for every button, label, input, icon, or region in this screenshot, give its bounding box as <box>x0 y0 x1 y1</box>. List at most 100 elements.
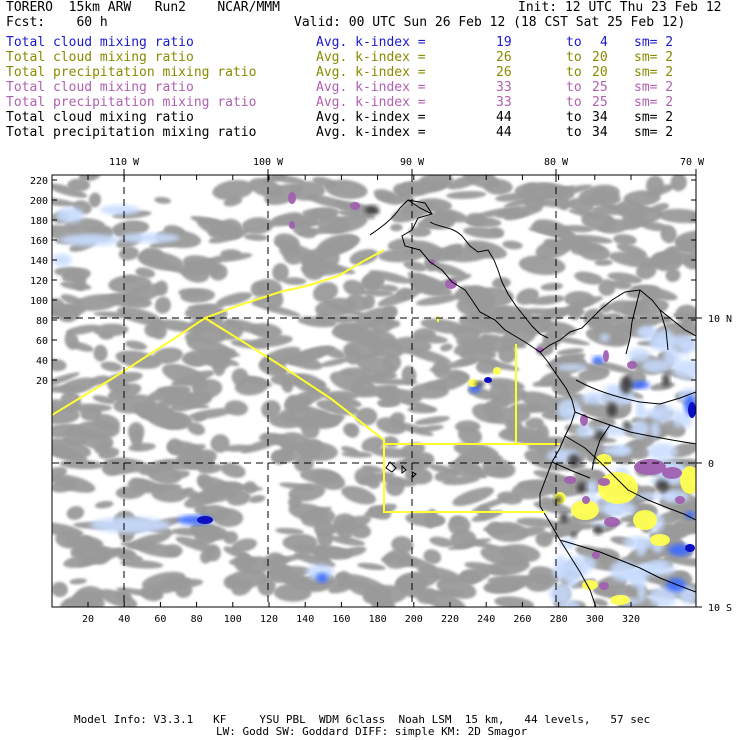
legend-to-word: to <box>566 95 582 110</box>
cloud-cell <box>260 346 301 367</box>
cloud-cell <box>248 495 266 503</box>
cloud-cell <box>543 239 560 249</box>
cloud-cell <box>428 464 453 473</box>
physics-info: LW: Godd SW: Goddard DIFF: simple KM: 2D… <box>216 725 528 738</box>
cloud-cell <box>420 318 468 334</box>
deep-blue-core <box>484 377 492 383</box>
cloud-cell <box>192 324 227 344</box>
cloud-cell <box>272 263 289 282</box>
cloud-cell <box>387 238 417 251</box>
cloud-cell <box>477 336 491 355</box>
cloud-cell <box>300 257 328 273</box>
x-tick-label: 100 <box>224 614 242 625</box>
light-blue-cloud <box>599 333 610 342</box>
convective-core <box>594 525 602 535</box>
cloud-cell <box>489 227 505 237</box>
convective-core <box>554 496 562 504</box>
cloud-cell <box>94 441 112 455</box>
cloud-cell <box>297 226 343 236</box>
cloud-cell <box>557 522 598 530</box>
cloud-cell <box>231 538 258 553</box>
cloud-cell <box>337 571 351 585</box>
legend-to: 34 <box>592 110 608 125</box>
convective-core <box>571 532 577 538</box>
cloud-cell <box>115 485 145 500</box>
legend-index: Avg. k-index = <box>316 95 426 110</box>
purple-cloud <box>627 361 637 369</box>
light-blue-cloud <box>56 207 84 223</box>
cloud-cell <box>498 426 543 442</box>
cloud-cell <box>364 503 397 518</box>
legend-row: Total cloud mixing ratio Avg. k-index = 26… <box>6 50 734 65</box>
light-blue-cloud <box>648 560 670 567</box>
x-tick-label: 160 <box>332 614 350 625</box>
purple-cloud <box>662 467 682 479</box>
cloud-cell <box>371 447 412 459</box>
cloud-cell <box>270 175 306 185</box>
legend-to-word: to <box>566 110 582 125</box>
light-blue-cloud <box>604 502 623 516</box>
latitude-label: 10 N <box>708 314 732 325</box>
cloud-cell <box>340 546 367 558</box>
legend-from: 33 <box>496 80 512 95</box>
legend-sm: sm= 2 <box>634 50 674 65</box>
cloud-cell <box>379 284 399 293</box>
cloud-cell <box>209 263 228 281</box>
x-tick-label: 120 <box>260 614 278 625</box>
cloud-cell <box>181 349 218 366</box>
model-info: Model Info: V3.3.1 KF YSU PBL WDM 6class… <box>74 713 651 726</box>
cloud-cell <box>588 313 621 330</box>
x-tick-label: 260 <box>513 614 531 625</box>
cloud-cell <box>52 385 86 393</box>
cloud-cell <box>476 358 520 371</box>
cloud-cell <box>540 305 578 320</box>
cloud-cell <box>107 379 131 395</box>
longitude-label: 80 W <box>544 157 569 168</box>
axis-ticks <box>52 169 702 608</box>
cloud-cell <box>106 292 152 309</box>
cloud-cell <box>230 339 269 349</box>
cloud-cell <box>226 489 251 506</box>
cloud-cell <box>357 562 386 571</box>
purple-cloud <box>604 517 620 527</box>
cloud-cell <box>495 192 532 202</box>
legend-to: 25 <box>592 95 608 110</box>
y-tick-label: 200 <box>30 196 48 207</box>
legend-to-word: to <box>566 80 582 95</box>
cloud-cell <box>592 360 634 374</box>
cloud-cell <box>650 251 673 269</box>
cloud-cell <box>560 235 606 253</box>
cloud-cell <box>636 262 657 280</box>
cloud-cell <box>144 322 161 338</box>
latitude-label: 10 S <box>708 603 732 614</box>
legend-field: Total precipitation mixing ratio <box>6 95 257 110</box>
legend-index: Avg. k-index = <box>316 80 426 95</box>
cloud-cell <box>92 395 116 405</box>
cloud-cell <box>80 406 102 422</box>
cloud-cell <box>69 341 94 352</box>
cloud-cell <box>341 446 359 455</box>
y-tick-label: 120 <box>30 276 48 287</box>
cloud-cell <box>511 479 556 500</box>
cloud-cell <box>370 315 395 334</box>
cloud-cell <box>61 268 91 283</box>
cloud-cell <box>312 282 339 303</box>
legend-field: Total cloud mixing ratio <box>6 110 194 125</box>
cloud-cell <box>348 522 371 539</box>
light-blue-cloud <box>651 404 675 423</box>
cloud-cell <box>52 522 84 538</box>
cloud-cell <box>170 470 190 479</box>
cloud-cell <box>429 366 452 373</box>
cloud-cell <box>416 212 457 230</box>
cloud-cell <box>250 323 283 339</box>
cloud-cell <box>163 225 186 238</box>
legend-sm: sm= 2 <box>634 110 674 125</box>
cloud-cell <box>358 372 372 383</box>
legend-from: 26 <box>496 65 512 80</box>
cloud-cell <box>182 262 211 276</box>
cloud-cell <box>279 482 315 491</box>
latitude-label: 0 <box>708 459 714 470</box>
cloud-cell <box>316 310 330 323</box>
light-blue-cloud <box>549 583 572 604</box>
light-blue-cloud <box>557 399 581 420</box>
